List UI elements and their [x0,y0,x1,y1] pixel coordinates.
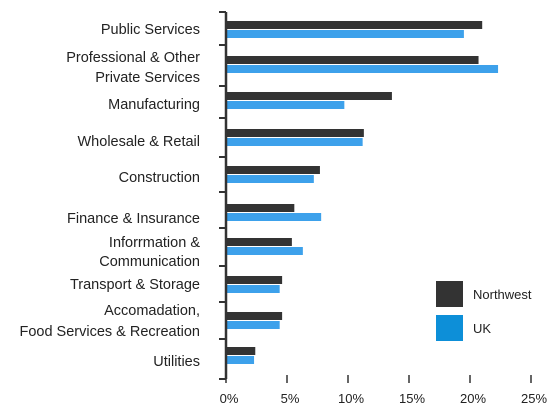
bar-uk-6 [227,247,303,255]
bar-uk-5 [227,213,322,221]
x-tick-label: 10% [338,391,364,406]
x-tick-label: 25% [521,391,547,406]
bar-northwest-9 [227,347,256,355]
x-tick-label: 15% [399,391,425,406]
x-tick-label: 0% [220,391,239,406]
bar-uk-9 [227,356,255,364]
x-tick-label: 5% [281,391,300,406]
bar-northwest-1 [227,56,479,64]
category-label: Inforrmation & [109,235,200,251]
legend-swatch-uk [436,315,463,341]
category-label: Finance & Insurance [67,211,200,227]
category-label: Transport & Storage [70,277,200,293]
bar-northwest-7 [227,276,283,284]
category-label: Professional & Other [66,50,200,66]
x-tick-label: 20% [460,391,486,406]
legend-label-northwest: Northwest [473,287,532,302]
category-label: Utilities [153,354,200,370]
category-label: Communication [99,254,200,270]
category-label: Public Services [101,22,200,38]
bar-uk-2 [227,101,345,109]
bar-northwest-6 [227,238,292,246]
bar-uk-7 [227,285,280,293]
category-label: Manufacturing [108,97,200,113]
bar-uk-0 [227,30,464,38]
category-label: Construction [119,170,200,186]
category-label: Private Services [95,70,200,86]
bar-northwest-3 [227,129,364,137]
bar-northwest-5 [227,204,295,212]
bar-northwest-2 [227,92,392,100]
category-label: Wholesale & Retail [78,134,201,150]
bar-northwest-4 [227,166,320,174]
legend-label-uk: UK [473,321,491,336]
bar-uk-3 [227,138,363,146]
legend-swatch-northwest [436,281,463,307]
bar-uk-1 [227,65,499,73]
bar-northwest-8 [227,312,283,320]
bar-northwest-0 [227,21,483,29]
category-label: Food Services & Recreation [19,324,200,340]
bar-uk-4 [227,175,314,183]
category-label: Accomadation, [104,303,200,319]
bar-uk-8 [227,321,280,329]
